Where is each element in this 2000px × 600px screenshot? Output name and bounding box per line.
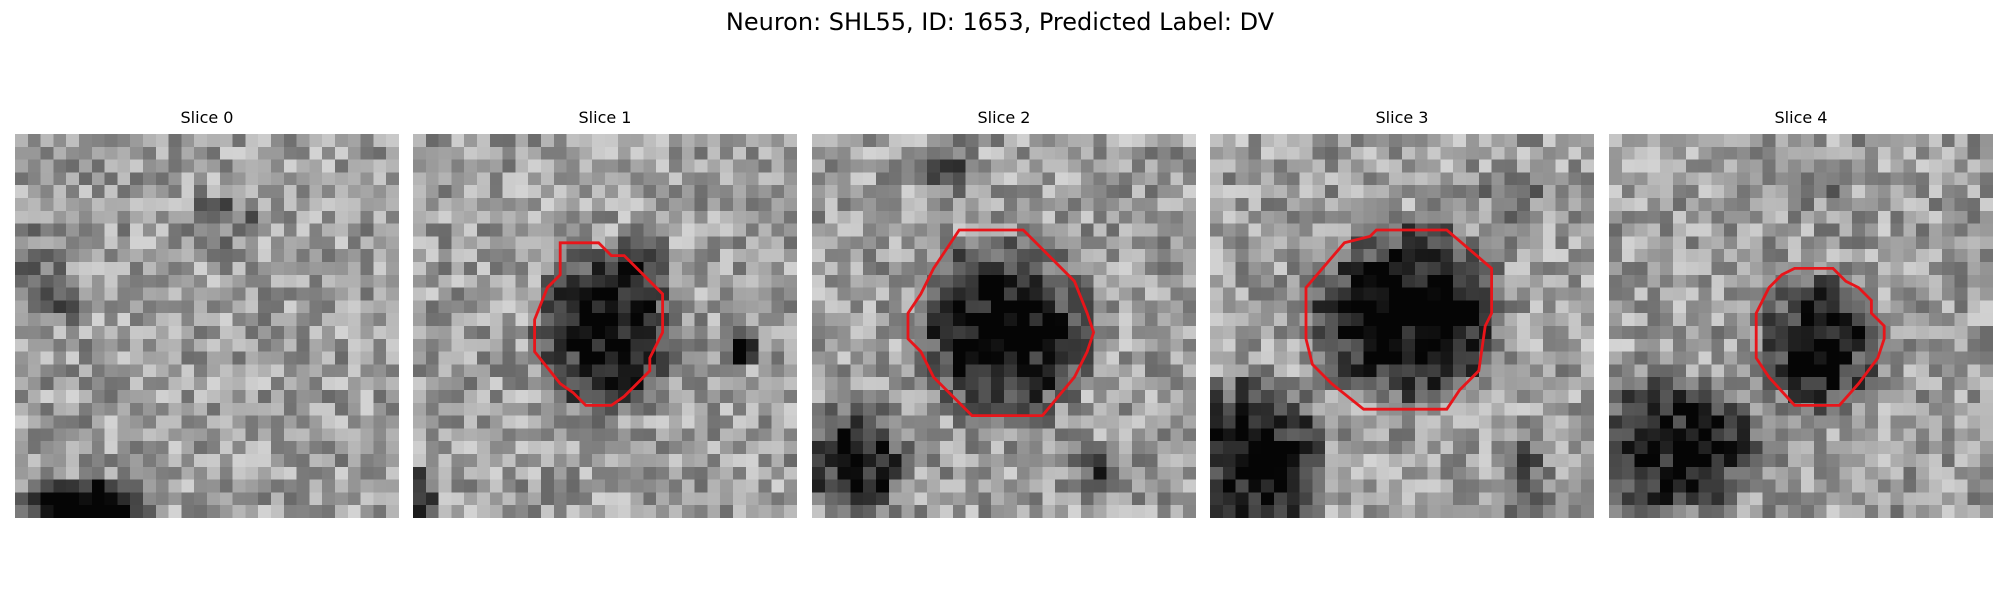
slice-title-1: Slice 1 [578, 108, 632, 127]
neuron-contour [533, 241, 665, 407]
slice-panel-3: Slice 3 [1210, 108, 1594, 518]
slice-panel-2: Slice 2 [812, 108, 1196, 518]
slice-title-0: Slice 0 [180, 108, 234, 127]
pixel-grid [1210, 134, 1594, 518]
slice-panel-4: Slice 4 [1609, 108, 1993, 518]
pixel-grid [15, 134, 399, 518]
slice-title-2: Slice 2 [977, 108, 1031, 127]
slice-image-4 [1609, 134, 1993, 518]
pixel-grid [1609, 134, 1993, 518]
slice-image-0 [15, 134, 399, 518]
slice-title-4: Slice 4 [1774, 108, 1828, 127]
slice-panel-0: Slice 0 [15, 108, 399, 518]
pixel-grid [413, 134, 797, 518]
neuron-contour [906, 228, 1096, 418]
slice-panel-1: Slice 1 [413, 108, 797, 518]
neuron-contour [1754, 266, 1886, 407]
slice-title-3: Slice 3 [1375, 108, 1429, 127]
figure-title: Neuron: SHL55, ID: 1653, Predicted Label… [725, 8, 1275, 36]
slice-image-2 [812, 134, 1196, 518]
neuron-contour [1304, 228, 1494, 411]
slice-image-3 [1210, 134, 1594, 518]
pixel-grid [812, 134, 1196, 518]
slice-image-1 [413, 134, 797, 518]
